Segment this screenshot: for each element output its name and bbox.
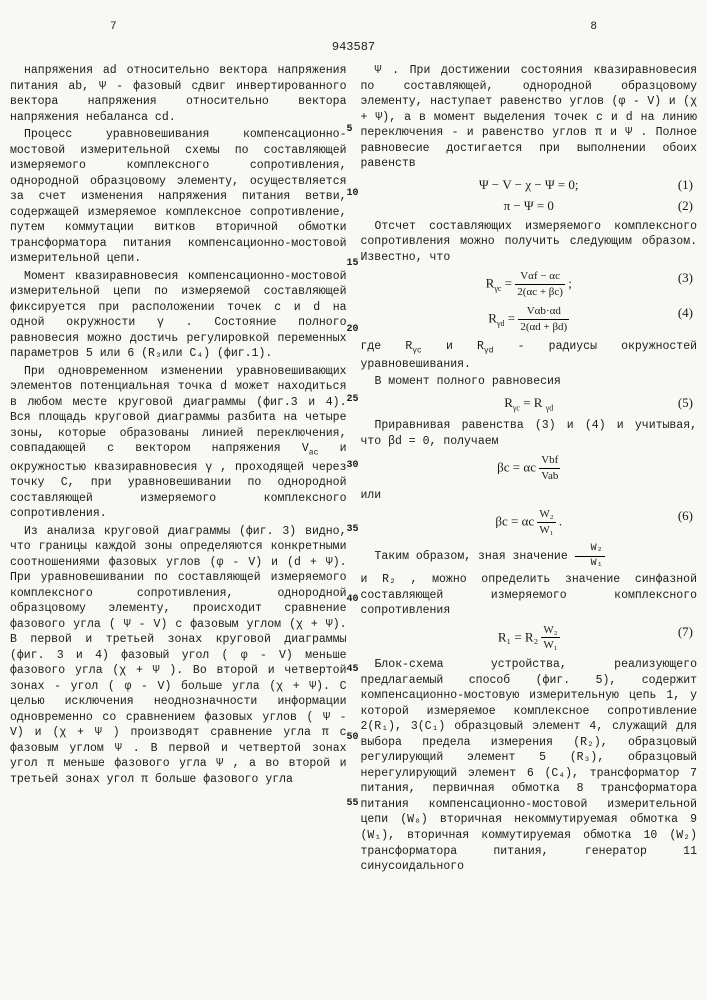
two-columns: напряжения ad относительно вектора напря… bbox=[10, 63, 697, 877]
equation-6: βc = αc W₂ W₁ . (6) bbox=[361, 507, 698, 538]
equation-2: π − Ψ = 0 (2) bbox=[361, 197, 698, 215]
equation-4: Rγd = Vαb·αd 2(αd + βd) (4) bbox=[361, 304, 698, 335]
para: Отсчет составляющих измеряемого комплекс… bbox=[361, 219, 698, 266]
para: где Rγc и Rγd - радиусы окружностей урав… bbox=[361, 339, 698, 373]
left-column: напряжения ad относительно вектора напря… bbox=[10, 63, 347, 877]
para: При одновременном изменении уравновешива… bbox=[10, 364, 347, 522]
para: Процесс уравновешивания компенсационно-м… bbox=[10, 127, 347, 267]
para: и R₂ , можно определить значение синфазн… bbox=[361, 572, 698, 619]
para: Таким образом, зная значение W₂ W₁ bbox=[361, 542, 698, 570]
para: Приравнивая равенства (3) и (4) и учитыв… bbox=[361, 418, 698, 449]
page-numbers: 7 8 bbox=[10, 20, 697, 35]
equation-7: R₁ = R₂ W₂ W₁ (7) bbox=[361, 623, 698, 654]
para: напряжения ad относительно вектора напря… bbox=[10, 63, 347, 125]
para: Из анализа круговой диаграммы (фиг. 3) в… bbox=[10, 524, 347, 788]
page-right: 8 bbox=[590, 20, 597, 35]
para: Блок-схема устройства, реализующего пред… bbox=[361, 657, 698, 874]
page-left: 7 bbox=[110, 20, 117, 35]
equation-5: Rγc = R γd (5) bbox=[361, 394, 698, 414]
para: Ψ . При достижении состояния квазиравнов… bbox=[361, 63, 698, 172]
para: или bbox=[361, 488, 698, 504]
document-number: 943587 bbox=[10, 39, 697, 55]
page: 7 8 943587 напряжения ad относительно ве… bbox=[10, 20, 697, 877]
para: Момент квазиравновесия компенсационно-мо… bbox=[10, 269, 347, 362]
equation-pre6: βc = αc Vbf Vab bbox=[361, 453, 698, 484]
para: В момент полного равновесия bbox=[361, 374, 698, 390]
equation-1: Ψ − V − χ − Ψ = 0; (1) bbox=[361, 176, 698, 194]
equation-3: Rγc = Vαf − αc 2(αc + βc) ; (3) bbox=[361, 269, 698, 300]
right-column: 5 10 15 20 25 30 35 40 45 50 55 Ψ . При … bbox=[361, 63, 698, 877]
